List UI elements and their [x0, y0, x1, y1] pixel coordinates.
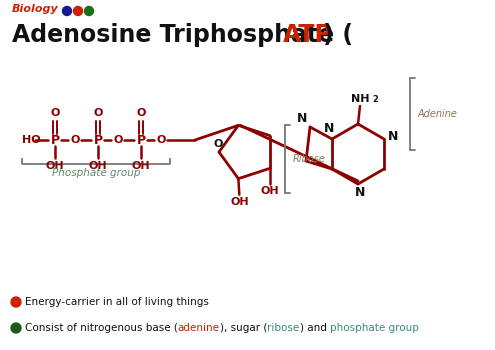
Text: P: P	[94, 133, 102, 147]
Text: N: N	[355, 186, 365, 199]
Text: Ribose: Ribose	[293, 154, 326, 164]
Circle shape	[11, 297, 21, 307]
Text: P: P	[50, 133, 59, 147]
Text: OH: OH	[89, 161, 107, 171]
Text: adenine: adenine	[178, 323, 220, 333]
Text: OH: OH	[230, 197, 248, 206]
Text: phosphate group: phosphate group	[330, 323, 418, 333]
Text: OH: OH	[260, 187, 279, 196]
Text: N: N	[324, 122, 334, 135]
Text: O: O	[70, 135, 80, 145]
Text: ATP: ATP	[283, 23, 333, 47]
Text: P: P	[137, 133, 146, 147]
Text: N: N	[388, 131, 398, 144]
Text: Consist of nitrogenous base (: Consist of nitrogenous base (	[25, 323, 178, 333]
Text: ), sugar (: ), sugar (	[220, 323, 267, 333]
Text: Energy-carrier in all of living things: Energy-carrier in all of living things	[25, 297, 209, 307]
Text: O: O	[113, 135, 123, 145]
Text: Adenosine Triphosphate (: Adenosine Triphosphate (	[12, 23, 353, 47]
Text: N: N	[297, 112, 307, 125]
Circle shape	[11, 323, 21, 333]
Text: O: O	[156, 135, 166, 145]
Text: ribose: ribose	[267, 323, 299, 333]
Text: O: O	[94, 108, 102, 118]
Circle shape	[62, 7, 71, 15]
Text: O: O	[213, 139, 223, 149]
Text: Biology: Biology	[12, 4, 59, 14]
Text: Phosphate group: Phosphate group	[52, 168, 140, 178]
Text: Adenine: Adenine	[418, 109, 458, 119]
Circle shape	[85, 7, 94, 15]
Text: NH: NH	[351, 94, 369, 104]
Text: ): )	[322, 23, 333, 47]
Text: O: O	[136, 108, 146, 118]
Text: OH: OH	[46, 161, 64, 171]
Circle shape	[73, 7, 83, 15]
Text: 2: 2	[372, 95, 378, 104]
Text: OH: OH	[132, 161, 150, 171]
Text: HO: HO	[22, 135, 41, 145]
Text: ) and: ) and	[299, 323, 330, 333]
Text: O: O	[50, 108, 60, 118]
